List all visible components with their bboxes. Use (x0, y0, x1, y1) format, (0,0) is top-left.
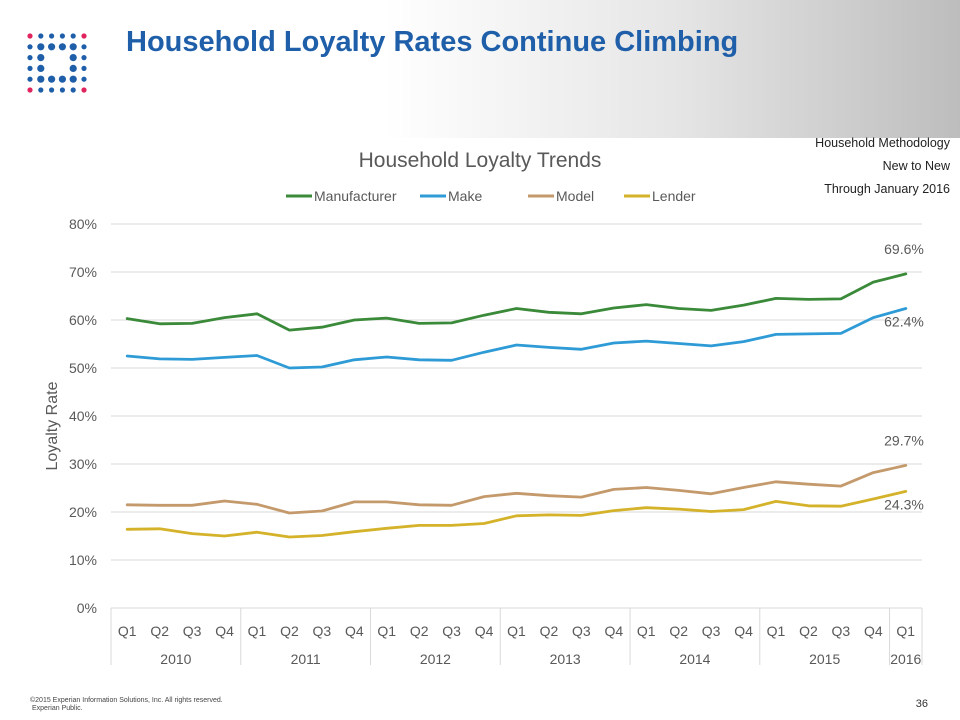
x-tick-label: Q1 (248, 623, 267, 639)
logo-dot (59, 33, 65, 39)
logo-dot (49, 87, 55, 93)
data-label: 69.6% (884, 241, 924, 257)
y-tick-label: 60% (69, 312, 97, 328)
x-tick-label: Q4 (345, 623, 364, 639)
logo-dot (81, 44, 87, 50)
page-number: 36 (915, 698, 928, 710)
logo-dot (70, 33, 76, 39)
logo-dot (37, 43, 45, 51)
series-line (125, 272, 908, 332)
chart-title: Household Loyalty Trends (359, 149, 602, 172)
year-group-label: 2016 (890, 651, 921, 667)
x-tick-label: Q1 (377, 623, 396, 639)
methodology-note: Household Methodology New to New Through… (730, 132, 950, 201)
y-tick-label: 50% (69, 360, 97, 376)
classification-text: Experian Public. (32, 705, 83, 712)
series-line (125, 489, 908, 539)
logo-dot (38, 33, 44, 39)
y-tick-label: 40% (69, 408, 97, 424)
year-group-label: 2012 (420, 651, 451, 667)
logo-dot (58, 75, 66, 83)
logo-dot (27, 87, 33, 93)
year-group-label: 2010 (160, 651, 191, 667)
methodology-line: Through January 2016 (824, 182, 950, 196)
x-tick-label: Q1 (896, 623, 915, 639)
footer-copyright: ©2015 Experian Information Solutions, In… (30, 697, 223, 713)
series-line (125, 463, 908, 515)
legend-label: Make (448, 188, 482, 204)
x-tick-label: Q2 (280, 623, 299, 639)
y-tick-label: 10% (69, 552, 97, 568)
logo-dot (38, 87, 44, 93)
x-tick-label: Q2 (410, 623, 429, 639)
x-tick-label: Q3 (702, 623, 721, 639)
logo-dot (69, 54, 77, 62)
logo-dot (27, 65, 33, 71)
year-group-label: 2011 (291, 651, 321, 667)
y-tick-label: 70% (69, 264, 97, 280)
x-tick-label: Q1 (637, 623, 656, 639)
data-label: 24.3% (884, 496, 924, 512)
logo-dot (49, 33, 55, 39)
y-tick-label: 0% (77, 600, 97, 616)
legend-label: Lender (652, 188, 696, 204)
experian-logo-icon (27, 33, 87, 93)
logo-dot (81, 65, 87, 71)
x-tick-label: Q4 (604, 623, 623, 639)
logo-dot (27, 76, 33, 82)
x-tick-label: Q2 (799, 623, 818, 639)
x-tick-label: Q1 (767, 623, 786, 639)
x-tick-label: Q1 (118, 623, 137, 639)
x-tick-label: Q2 (540, 623, 559, 639)
logo-dot (81, 87, 87, 93)
logo-dot (69, 43, 77, 51)
logo-dot (81, 33, 87, 39)
x-tick-label: Q4 (864, 623, 883, 639)
year-group-label: 2015 (809, 651, 840, 667)
logo-dot (48, 43, 56, 51)
legend-label: Manufacturer (314, 188, 397, 204)
data-label: 29.7% (884, 432, 924, 448)
x-tick-label: Q2 (150, 623, 169, 639)
year-group-label: 2013 (550, 651, 581, 667)
logo-dot (81, 55, 87, 61)
year-group-label: 2014 (679, 651, 710, 667)
legend-label: Model (556, 188, 594, 204)
logo-dot (69, 75, 77, 83)
logo-dot (27, 55, 33, 61)
methodology-line: Household Methodology (815, 136, 950, 150)
logo-dot (37, 54, 45, 62)
logo-dot (37, 64, 45, 72)
x-tick-label: Q3 (313, 623, 332, 639)
data-label: 62.4% (884, 313, 924, 329)
x-tick-label: Q4 (734, 623, 753, 639)
y-tick-label: 20% (69, 504, 97, 520)
methodology-line: New to New (882, 159, 950, 173)
logo-dot (58, 43, 66, 51)
logo-dot (48, 75, 56, 83)
x-tick-label: Q3 (183, 623, 202, 639)
x-tick-label: Q3 (442, 623, 461, 639)
logo-dot (37, 75, 45, 83)
logo-dot (69, 64, 77, 72)
slide-title: Household Loyalty Rates Continue Climbin… (126, 26, 739, 58)
loyalty-line-chart: Household Loyalty Trends Manufacturer Make… (44, 149, 924, 667)
x-tick-label: Q3 (832, 623, 851, 639)
copyright-text: ©2015 Experian Information Solutions, In… (30, 697, 223, 704)
x-tick-label: Q1 (507, 623, 526, 639)
y-tick-label: 30% (69, 456, 97, 472)
x-tick-label: Q3 (572, 623, 591, 639)
logo-dot (27, 44, 33, 50)
x-tick-label: Q4 (475, 623, 494, 639)
x-tick-label: Q4 (215, 623, 234, 639)
y-tick-label: 80% (69, 216, 97, 232)
y-axis-label: Loyalty Rate (44, 381, 61, 470)
slide-header: Household Loyalty Rates Continue Climbin… (0, 0, 960, 138)
x-tick-label: Q2 (669, 623, 688, 639)
logo-dot (81, 76, 87, 82)
logo-dot (59, 87, 65, 93)
logo-dot (27, 33, 33, 39)
logo-dot (70, 87, 76, 93)
series-line (125, 307, 908, 370)
